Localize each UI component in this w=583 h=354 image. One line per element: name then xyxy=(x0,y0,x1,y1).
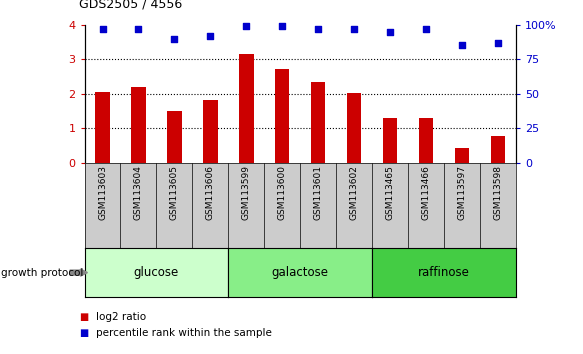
Bar xyxy=(203,100,217,163)
Point xyxy=(241,23,251,29)
Bar xyxy=(311,82,325,163)
Bar xyxy=(95,92,110,163)
Bar xyxy=(347,93,361,163)
Text: galactose: galactose xyxy=(272,266,329,279)
Text: GDS2505 / 4556: GDS2505 / 4556 xyxy=(79,0,182,11)
Point xyxy=(314,26,323,32)
Text: GSM113600: GSM113600 xyxy=(278,165,287,221)
Text: ■: ■ xyxy=(79,328,88,338)
Bar xyxy=(131,87,146,163)
Point xyxy=(422,26,431,32)
Bar xyxy=(419,118,433,163)
Text: GSM113605: GSM113605 xyxy=(170,165,179,221)
Text: glucose: glucose xyxy=(134,266,179,279)
Point xyxy=(493,40,503,46)
Text: GSM113601: GSM113601 xyxy=(314,165,323,221)
Text: log2 ratio: log2 ratio xyxy=(96,312,146,322)
Text: GSM113604: GSM113604 xyxy=(134,165,143,220)
Point xyxy=(134,26,143,32)
Bar xyxy=(275,69,290,163)
Text: GSM113603: GSM113603 xyxy=(98,165,107,221)
Text: GSM113598: GSM113598 xyxy=(493,165,503,221)
Bar xyxy=(491,136,505,163)
Text: GSM113466: GSM113466 xyxy=(422,165,431,220)
Text: GSM113465: GSM113465 xyxy=(385,165,395,220)
Text: GSM113597: GSM113597 xyxy=(458,165,466,221)
Text: raffinose: raffinose xyxy=(418,266,470,279)
Bar xyxy=(383,118,397,163)
Point xyxy=(385,29,395,35)
Text: ■: ■ xyxy=(79,312,88,322)
Text: percentile rank within the sample: percentile rank within the sample xyxy=(96,328,272,338)
Text: GSM113602: GSM113602 xyxy=(350,165,359,220)
Bar xyxy=(455,148,469,163)
Point xyxy=(98,26,107,32)
Point xyxy=(170,36,179,41)
Point xyxy=(206,33,215,39)
Bar xyxy=(167,111,182,163)
Point xyxy=(278,23,287,29)
Bar xyxy=(239,54,254,163)
Text: growth protocol: growth protocol xyxy=(1,268,83,278)
Point xyxy=(457,42,466,48)
Point xyxy=(350,26,359,32)
Text: GSM113599: GSM113599 xyxy=(242,165,251,221)
Text: GSM113606: GSM113606 xyxy=(206,165,215,221)
